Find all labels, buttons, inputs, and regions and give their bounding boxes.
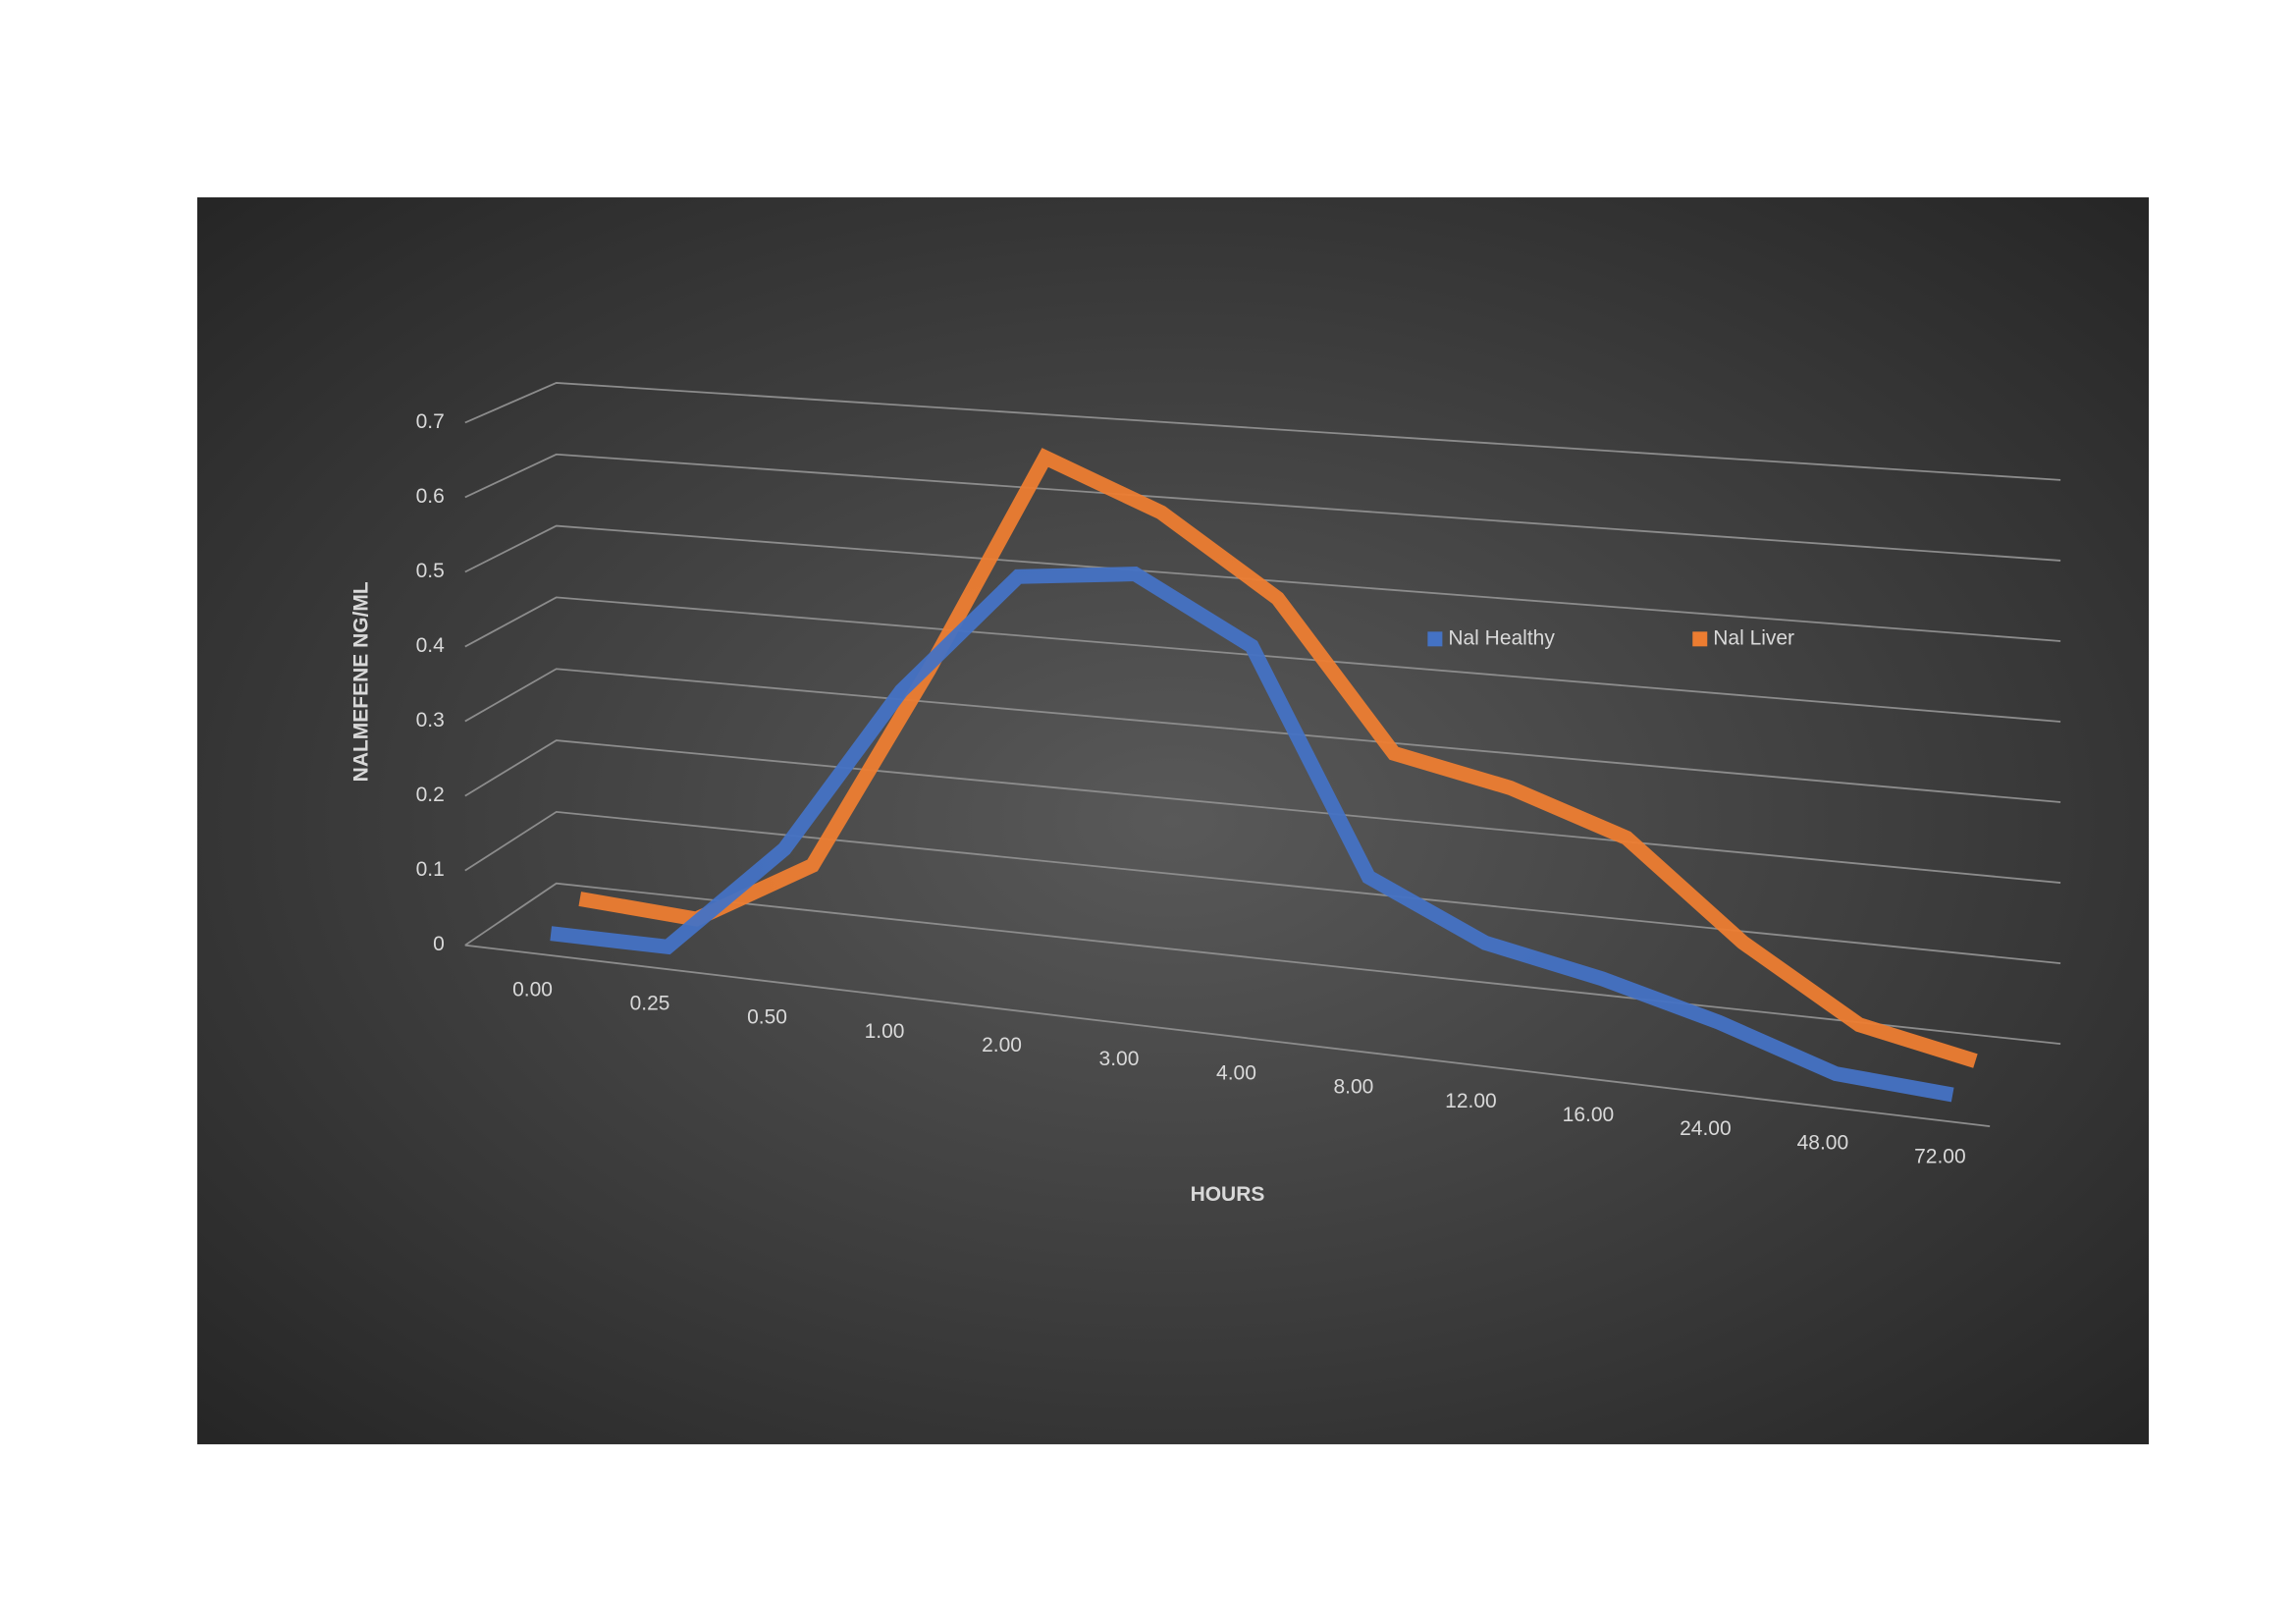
y-axis-title: NALMEFENE NG/ML bbox=[349, 581, 372, 782]
x-axis-title: HOURS bbox=[1191, 1183, 1265, 1206]
y-tick-label: 0 bbox=[433, 933, 445, 955]
x-tick-label: 0.50 bbox=[747, 1006, 787, 1029]
y-tick-label: 0.7 bbox=[416, 410, 445, 433]
grid-line bbox=[464, 596, 2061, 723]
grid-line bbox=[464, 882, 2061, 1046]
grid-line bbox=[464, 382, 2061, 481]
x-tick-label: 4.00 bbox=[1216, 1061, 1256, 1084]
legend-label: Nal Liver bbox=[1713, 626, 1794, 649]
grid-line bbox=[464, 810, 2061, 965]
chart-background bbox=[196, 197, 2150, 1444]
x-tick-label: 24.00 bbox=[1680, 1117, 1732, 1140]
x-tick-label: 72.00 bbox=[1914, 1146, 1966, 1168]
grid-line bbox=[464, 453, 2061, 562]
y-tick-label: 0.3 bbox=[416, 709, 445, 731]
x-tick-label: 48.00 bbox=[1797, 1131, 1849, 1154]
y-tick-label: 0.5 bbox=[416, 560, 445, 582]
x-tick-label: 8.00 bbox=[1334, 1076, 1374, 1099]
x-tick-label: 3.00 bbox=[1099, 1048, 1140, 1070]
x-tick-label: 12.00 bbox=[1445, 1090, 1497, 1112]
x-tick-label: 0.25 bbox=[630, 993, 670, 1015]
data-line bbox=[550, 567, 1954, 1103]
x-axis-line bbox=[464, 944, 1991, 1128]
legend-swatch bbox=[1692, 631, 1708, 647]
legend-label: Nal Healthy bbox=[1448, 626, 1555, 649]
x-tick-label: 16.00 bbox=[1563, 1104, 1615, 1126]
x-tick-label: 1.00 bbox=[865, 1020, 905, 1043]
x-tick-label: 2.00 bbox=[982, 1034, 1022, 1056]
y-tick-label: 0.4 bbox=[416, 634, 446, 657]
x-tick-label: 0.00 bbox=[512, 978, 553, 1001]
grid-line bbox=[464, 668, 2061, 803]
y-tick-label: 0.6 bbox=[416, 485, 445, 508]
data-line bbox=[578, 448, 1978, 1068]
y-tick-label: 0.2 bbox=[416, 784, 445, 806]
legend-swatch bbox=[1427, 631, 1443, 647]
grid-line bbox=[464, 524, 2061, 642]
y-tick-label: 0.1 bbox=[416, 858, 445, 881]
grid-line bbox=[464, 739, 2061, 884]
